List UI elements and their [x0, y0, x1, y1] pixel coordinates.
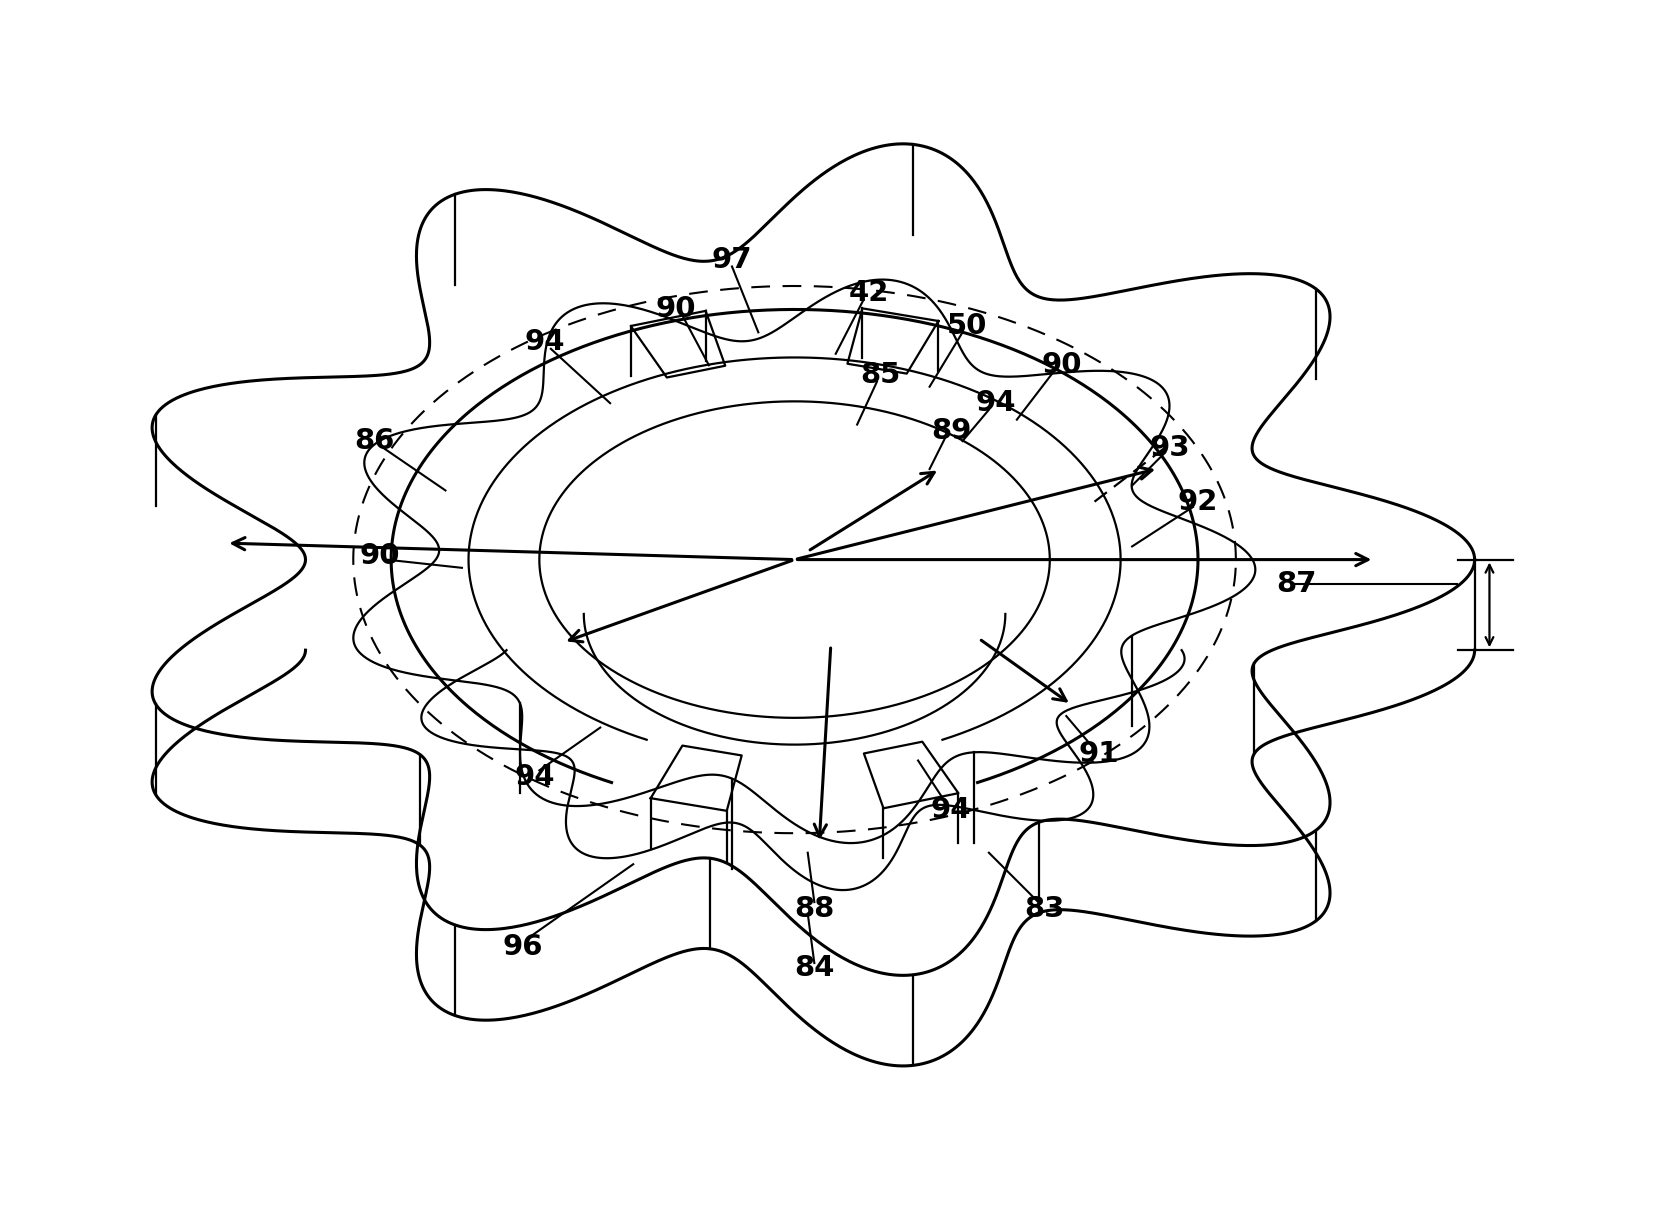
- Text: 94: 94: [515, 762, 554, 790]
- Text: 87: 87: [1276, 570, 1317, 598]
- Text: 92: 92: [1178, 488, 1218, 516]
- Text: 93: 93: [1150, 434, 1190, 462]
- Text: 96: 96: [503, 933, 543, 961]
- Text: 90: 90: [359, 542, 401, 570]
- Text: 83: 83: [1024, 895, 1066, 923]
- Text: 42: 42: [849, 279, 889, 307]
- Text: 85: 85: [861, 362, 900, 390]
- Text: 94: 94: [525, 328, 564, 356]
- Text: 89: 89: [930, 417, 971, 445]
- Text: 84: 84: [794, 954, 834, 982]
- Text: 90: 90: [1041, 351, 1082, 379]
- Text: 94: 94: [930, 795, 971, 823]
- Text: 90: 90: [655, 295, 697, 323]
- Text: 88: 88: [794, 895, 834, 923]
- Text: 97: 97: [712, 246, 753, 274]
- Text: 50: 50: [947, 312, 988, 340]
- Text: 94: 94: [975, 390, 1016, 418]
- Text: 91: 91: [1079, 739, 1119, 767]
- Text: 86: 86: [354, 428, 396, 456]
